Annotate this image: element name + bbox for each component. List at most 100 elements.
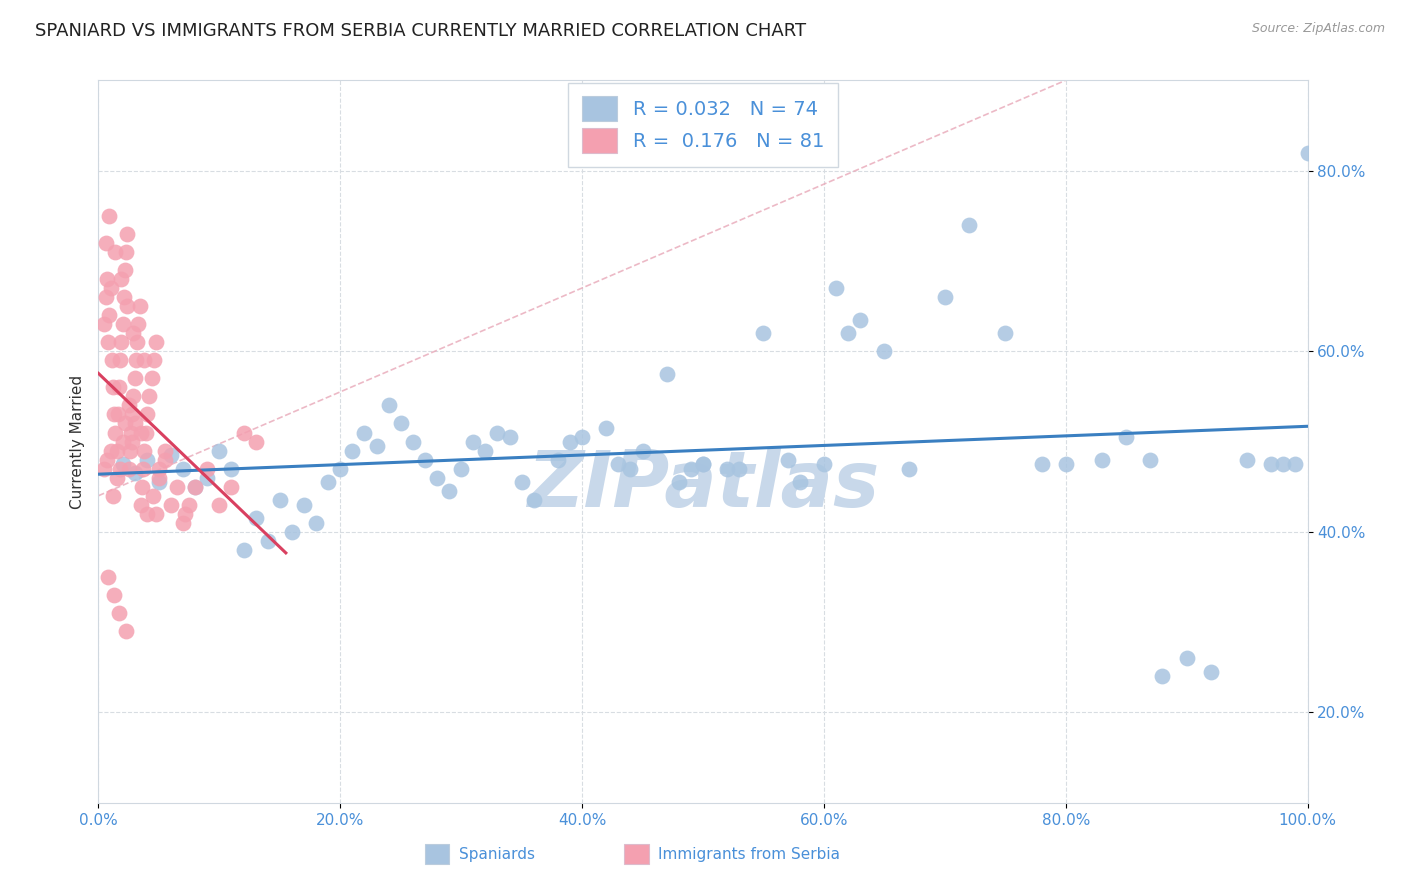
Point bbox=[148, 461, 170, 475]
Point bbox=[111, 317, 134, 331]
Point bbox=[127, 335, 149, 350]
Point bbox=[141, 371, 163, 385]
Point bbox=[129, 498, 152, 512]
Point bbox=[486, 425, 509, 440]
Point bbox=[110, 272, 132, 286]
Point bbox=[101, 380, 124, 394]
Point bbox=[463, 434, 485, 449]
Point bbox=[98, 209, 121, 223]
Point bbox=[110, 335, 132, 350]
Point bbox=[281, 524, 304, 539]
Point bbox=[1091, 452, 1114, 467]
Point bbox=[1139, 452, 1161, 467]
Point bbox=[98, 308, 121, 322]
Text: Source: ZipAtlas.com: Source: ZipAtlas.com bbox=[1251, 22, 1385, 36]
Point bbox=[138, 389, 160, 403]
Point bbox=[108, 606, 131, 620]
Point bbox=[523, 493, 546, 508]
Point bbox=[96, 272, 118, 286]
Point bbox=[558, 434, 581, 449]
Point bbox=[94, 290, 117, 304]
Point bbox=[1199, 665, 1222, 679]
Point bbox=[160, 498, 183, 512]
Point bbox=[837, 326, 859, 340]
Point bbox=[1054, 457, 1077, 471]
Point bbox=[825, 281, 848, 295]
Point bbox=[692, 457, 714, 471]
Point bbox=[316, 475, 339, 490]
Point bbox=[256, 533, 278, 548]
Point bbox=[100, 443, 122, 458]
Point bbox=[245, 434, 267, 449]
Text: Spaniards: Spaniards bbox=[458, 847, 534, 863]
Point bbox=[125, 353, 148, 368]
Point bbox=[148, 475, 170, 490]
Point bbox=[752, 326, 775, 340]
Point bbox=[208, 498, 231, 512]
Point bbox=[1260, 457, 1282, 471]
Point bbox=[131, 480, 153, 494]
Point bbox=[329, 461, 352, 475]
Point bbox=[849, 312, 872, 326]
Point bbox=[108, 380, 131, 394]
Point bbox=[292, 498, 315, 512]
FancyBboxPatch shape bbox=[624, 844, 648, 864]
Point bbox=[94, 235, 117, 250]
Point bbox=[108, 353, 131, 368]
Point bbox=[96, 452, 118, 467]
FancyBboxPatch shape bbox=[425, 844, 449, 864]
Point bbox=[174, 507, 197, 521]
Point bbox=[166, 480, 188, 494]
Point bbox=[97, 570, 120, 584]
Point bbox=[145, 507, 167, 521]
Point bbox=[1236, 452, 1258, 467]
Point bbox=[114, 263, 136, 277]
Point bbox=[897, 461, 920, 475]
Text: ZIPatlas: ZIPatlas bbox=[527, 447, 879, 523]
Point bbox=[104, 425, 127, 440]
Point bbox=[1175, 651, 1198, 665]
Point bbox=[957, 218, 980, 232]
Point bbox=[208, 443, 231, 458]
Point bbox=[179, 498, 201, 512]
Text: Immigrants from Serbia: Immigrants from Serbia bbox=[658, 847, 841, 863]
Point bbox=[668, 475, 690, 490]
Point bbox=[135, 507, 157, 521]
Point bbox=[160, 448, 183, 462]
Point bbox=[305, 516, 328, 530]
Point bbox=[353, 425, 375, 440]
Point bbox=[111, 457, 134, 471]
Point bbox=[269, 493, 291, 508]
Point bbox=[413, 452, 436, 467]
Point bbox=[813, 457, 835, 471]
Point bbox=[128, 299, 150, 313]
Point bbox=[789, 475, 811, 490]
Legend: R = 0.032   N = 74, R =  0.176   N = 81: R = 0.032 N = 74, R = 0.176 N = 81 bbox=[568, 83, 838, 167]
Point bbox=[124, 466, 146, 480]
Point bbox=[450, 461, 472, 475]
Point bbox=[498, 430, 520, 444]
Point bbox=[1272, 457, 1295, 471]
Point bbox=[101, 489, 124, 503]
Point bbox=[547, 452, 569, 467]
Point bbox=[124, 371, 146, 385]
Point bbox=[134, 353, 156, 368]
Point bbox=[127, 317, 149, 331]
Point bbox=[245, 511, 267, 525]
Point bbox=[93, 317, 115, 331]
Point bbox=[510, 475, 533, 490]
Point bbox=[437, 484, 460, 499]
Point bbox=[124, 417, 146, 431]
Point bbox=[1031, 457, 1053, 471]
Point bbox=[873, 344, 896, 359]
Point bbox=[1296, 145, 1319, 160]
Point bbox=[100, 281, 122, 295]
Point bbox=[607, 457, 630, 471]
Point bbox=[117, 299, 139, 313]
Point bbox=[104, 244, 127, 259]
Point bbox=[118, 443, 141, 458]
Point bbox=[153, 452, 176, 467]
Point bbox=[143, 353, 166, 368]
Point bbox=[100, 353, 122, 368]
Point bbox=[342, 443, 364, 458]
